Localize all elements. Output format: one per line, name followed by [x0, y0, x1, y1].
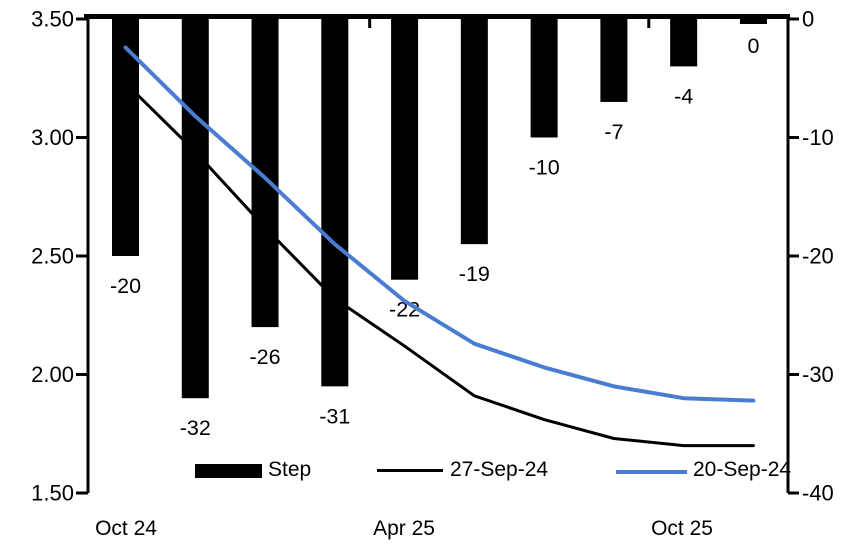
left-axis-tick-label: 3.00	[31, 125, 74, 150]
left-axis-tick-label: 3.50	[31, 7, 74, 32]
legend-step-label: Step	[268, 458, 312, 481]
legend-20sep-label: 20-Sep-24	[693, 458, 792, 481]
step-bar	[739, 15, 767, 24]
step-bar	[391, 15, 419, 280]
bar-value-label: 0	[747, 34, 759, 58]
x-axis-label-oct25: Oct 25	[651, 517, 713, 540]
legend-27sep-swatch	[377, 469, 443, 472]
right-axis-tick-label: -30	[802, 362, 834, 387]
right-axis-tick-label: -20	[802, 244, 834, 269]
x-axis-label-oct24: Oct 24	[95, 517, 157, 540]
left-axis-tick-label: 2.00	[31, 362, 74, 387]
left-axis-tick-label: 1.50	[31, 481, 74, 506]
bar-value-label: -19	[459, 262, 490, 286]
step-bar	[600, 15, 628, 102]
left-axis-tick-label: 2.50	[31, 244, 74, 269]
step-bar	[181, 15, 209, 399]
right-axis-tick-label: 0	[802, 7, 814, 32]
line-series-20-Sep-24	[123, 45, 756, 403]
right-axis-tick-label: -40	[802, 481, 834, 506]
legend-step-swatch	[195, 464, 262, 478]
step-bar	[530, 15, 558, 138]
legend-27sep-label: 27-Sep-24	[450, 458, 549, 481]
bar-value-label: -7	[604, 120, 623, 144]
step-bar	[460, 15, 488, 245]
step-bar	[112, 15, 139, 256]
bar-value-label: -26	[250, 345, 281, 369]
bar-value-label: -10	[529, 156, 560, 180]
bar-value-label: -31	[319, 404, 350, 428]
bar-value-label: -20	[110, 274, 141, 298]
bar-value-label: -32	[180, 416, 211, 440]
step-bar	[670, 15, 698, 67]
x-axis-label-apr25: Apr 25	[373, 517, 435, 540]
legend-20sep-swatch	[616, 470, 687, 474]
bar-value-label: -4	[674, 84, 693, 108]
step-bar	[321, 15, 349, 387]
line-series-27-Sep-24	[124, 81, 755, 448]
right-axis-tick-label: -10	[802, 125, 834, 150]
